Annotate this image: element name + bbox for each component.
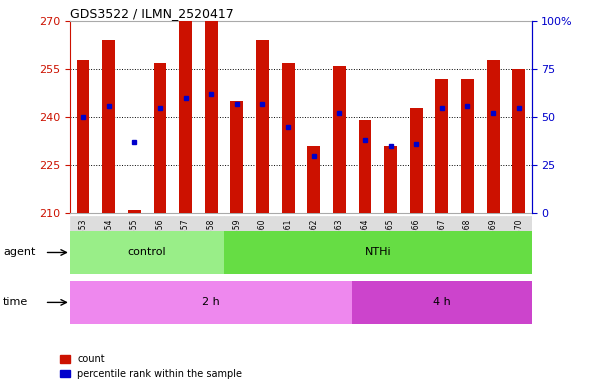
Bar <box>333 66 346 213</box>
Text: GSM345354: GSM345354 <box>104 218 113 265</box>
Bar <box>199 216 224 258</box>
Bar <box>122 216 147 258</box>
Bar <box>410 108 423 213</box>
Bar <box>128 210 141 213</box>
Text: GSM345363: GSM345363 <box>335 218 344 265</box>
Bar <box>455 216 480 258</box>
Text: GSM345370: GSM345370 <box>514 218 523 265</box>
Bar <box>256 40 269 213</box>
Text: GSM345360: GSM345360 <box>258 218 267 265</box>
Text: GSM345359: GSM345359 <box>232 218 241 265</box>
Bar <box>153 63 166 213</box>
Text: NTHi: NTHi <box>365 247 391 258</box>
Text: GSM345353: GSM345353 <box>79 218 87 265</box>
Text: GSM345368: GSM345368 <box>463 218 472 265</box>
Bar <box>70 231 224 274</box>
Text: GSM345356: GSM345356 <box>155 218 164 265</box>
Bar <box>359 120 371 213</box>
Bar <box>352 216 378 258</box>
Bar <box>70 216 96 258</box>
Text: GSM345365: GSM345365 <box>386 218 395 265</box>
Bar <box>102 40 115 213</box>
Bar <box>378 216 403 258</box>
Text: control: control <box>128 247 166 258</box>
Bar <box>224 231 532 274</box>
Bar <box>76 60 89 213</box>
Bar <box>147 216 173 258</box>
Bar <box>436 79 448 213</box>
Bar <box>403 216 429 258</box>
Text: 4 h: 4 h <box>433 297 451 308</box>
Bar <box>461 79 474 213</box>
Bar <box>480 216 506 258</box>
Bar <box>282 63 295 213</box>
Text: GSM345358: GSM345358 <box>207 218 216 265</box>
Bar <box>352 281 532 324</box>
Text: GSM345367: GSM345367 <box>437 218 447 265</box>
Bar <box>96 216 122 258</box>
Text: GSM345357: GSM345357 <box>181 218 190 265</box>
Bar <box>250 216 276 258</box>
Bar <box>301 216 326 258</box>
Bar <box>487 60 500 213</box>
Bar <box>179 21 192 213</box>
Bar <box>506 216 532 258</box>
Text: GSM345366: GSM345366 <box>412 218 421 265</box>
Bar <box>276 216 301 258</box>
Text: agent: agent <box>3 247 35 258</box>
Bar <box>384 146 397 213</box>
Bar <box>326 216 352 258</box>
Legend: count, percentile rank within the sample: count, percentile rank within the sample <box>60 354 243 379</box>
Text: time: time <box>3 297 28 308</box>
Bar <box>224 216 250 258</box>
Bar <box>307 146 320 213</box>
Bar <box>513 69 525 213</box>
Bar <box>429 216 455 258</box>
Text: GSM345355: GSM345355 <box>130 218 139 265</box>
Bar <box>230 101 243 213</box>
Text: GSM345361: GSM345361 <box>284 218 293 265</box>
Text: GSM345364: GSM345364 <box>360 218 370 265</box>
Bar <box>205 21 218 213</box>
Text: GSM345369: GSM345369 <box>489 218 497 265</box>
Bar <box>70 281 352 324</box>
Text: GDS3522 / ILMN_2520417: GDS3522 / ILMN_2520417 <box>70 7 234 20</box>
Text: 2 h: 2 h <box>202 297 220 308</box>
Text: GSM345362: GSM345362 <box>309 218 318 265</box>
Bar <box>173 216 199 258</box>
